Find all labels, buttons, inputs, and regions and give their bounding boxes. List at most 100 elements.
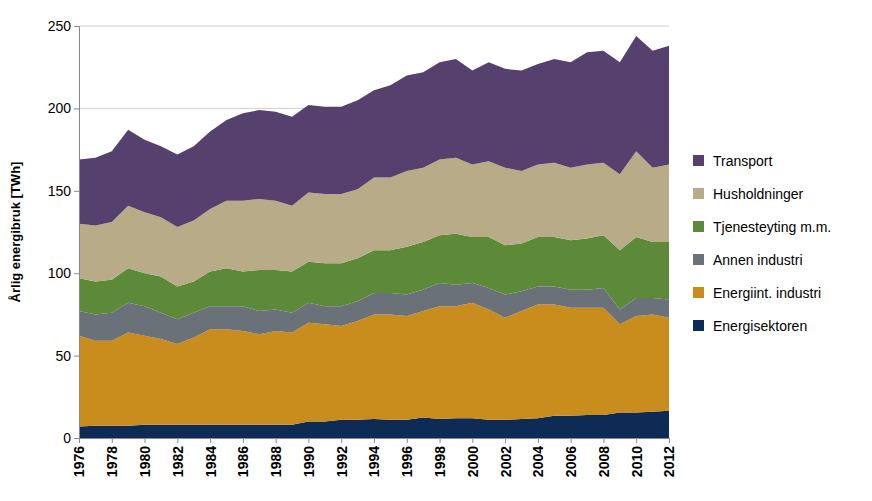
tick-mark xyxy=(571,438,572,443)
legend-item: Energiint. industri xyxy=(693,285,821,301)
tick-mark xyxy=(243,438,244,443)
tick-label: 1978 xyxy=(104,446,120,477)
axis-line xyxy=(74,27,80,439)
legend-label: Tjenesteyting m.m. xyxy=(713,219,831,235)
tick: 2002 xyxy=(498,438,514,477)
tick: 100 xyxy=(48,265,79,281)
tick-mark xyxy=(177,438,178,443)
tick-label: 1984 xyxy=(203,446,219,477)
legend-label: Energisektoren xyxy=(713,318,807,334)
tick-label: 0 xyxy=(63,430,71,446)
tick-label: 2008 xyxy=(596,446,612,477)
tick-mark xyxy=(440,438,441,443)
tick-mark xyxy=(603,438,604,443)
tick-label: 1998 xyxy=(432,446,448,477)
tick-label: 1992 xyxy=(334,446,350,477)
tick-label: 2012 xyxy=(661,446,677,477)
tick-mark xyxy=(276,438,277,443)
grid-line xyxy=(79,26,669,27)
tick: 2012 xyxy=(661,438,677,477)
tick-mark xyxy=(145,438,146,443)
legend-item: Annen industri xyxy=(693,252,803,268)
legend-label: Transport xyxy=(713,153,773,169)
tick-label: 2004 xyxy=(530,446,546,477)
legend-swatch xyxy=(693,155,704,166)
legend-item: Transport xyxy=(693,153,773,169)
legend-item: Energisektoren xyxy=(693,318,807,334)
tick-mark xyxy=(472,438,473,443)
tick-label: 200 xyxy=(48,100,72,116)
tick-label: 2006 xyxy=(563,446,579,477)
tick-mark xyxy=(74,438,79,439)
tick: 1992 xyxy=(334,438,350,477)
legend-label: Energiint. industri xyxy=(713,285,821,301)
axis-line xyxy=(80,439,670,444)
tick: 2004 xyxy=(530,438,546,477)
tick-label: 2002 xyxy=(498,446,514,477)
tick: 1978 xyxy=(104,438,120,477)
tick: 2006 xyxy=(563,438,579,477)
legend-item: Tjenesteyting m.m. xyxy=(693,219,831,235)
area xyxy=(79,36,669,227)
tick-label: 1996 xyxy=(399,446,415,477)
tick: 250 xyxy=(48,18,79,34)
areas xyxy=(79,36,669,438)
tick-label: 1988 xyxy=(268,446,284,477)
tick: 0 xyxy=(63,430,79,446)
tick: 1980 xyxy=(137,438,153,477)
x-axis: 1976 1978 1980 1982 1984 1986 1988 1990 1992 1994… xyxy=(71,438,677,477)
tick-label: 1976 xyxy=(71,446,87,477)
tick-label: 2010 xyxy=(629,446,645,477)
tick-mark xyxy=(308,438,309,443)
tick-mark xyxy=(538,438,539,443)
tick-mark xyxy=(636,438,637,443)
tick: 2008 xyxy=(596,438,612,477)
tick-label: 150 xyxy=(48,183,72,199)
legend-swatch xyxy=(693,320,704,331)
tick-label: 2000 xyxy=(465,446,481,477)
tick: 1984 xyxy=(203,438,219,477)
tick-mark xyxy=(74,191,79,192)
tick: 1986 xyxy=(235,438,251,477)
tick: 1988 xyxy=(268,438,284,477)
tick: 200 xyxy=(48,100,79,116)
tick-mark xyxy=(374,438,375,443)
tick-mark xyxy=(74,273,79,274)
tick-mark xyxy=(112,438,113,443)
legend-swatch xyxy=(693,221,704,232)
tick-label: 1982 xyxy=(170,446,186,477)
tick-mark xyxy=(505,438,506,443)
tick-mark xyxy=(74,26,79,27)
tick: 2010 xyxy=(629,438,645,477)
tick: 150 xyxy=(48,183,79,199)
chart: 0501001502002501976197819801982198419861… xyxy=(0,0,872,501)
tick-label: 1994 xyxy=(366,446,382,477)
legend: Transport Husholdninger Tjenesteyting m.m.… xyxy=(693,153,831,334)
tick: 1996 xyxy=(399,438,415,477)
tick: 2000 xyxy=(465,438,481,477)
tick: 50 xyxy=(55,348,79,364)
legend-label: Husholdninger xyxy=(713,186,804,202)
legend-swatch xyxy=(693,188,704,199)
tick-mark xyxy=(669,438,670,443)
legend-item: Husholdninger xyxy=(693,186,804,202)
legend-swatch xyxy=(693,254,704,265)
tick: 1994 xyxy=(366,438,382,477)
tick: 1976 xyxy=(71,438,87,477)
tick-label: 1990 xyxy=(301,446,317,477)
tick-mark xyxy=(341,438,342,443)
legend-swatch xyxy=(693,287,704,298)
tick: 1990 xyxy=(301,438,317,477)
axis-title: Årlig energibruk [TWh] xyxy=(8,162,23,303)
y-axis: 0 50 100 150 200 250 xyxy=(48,18,80,446)
tick-label: 1980 xyxy=(137,446,153,477)
tick-mark xyxy=(74,108,79,109)
tick-label: 250 xyxy=(48,18,72,34)
tick: 1998 xyxy=(432,438,448,477)
tick-mark xyxy=(74,356,79,357)
tick-label: 1986 xyxy=(235,446,251,477)
tick-label: 100 xyxy=(48,265,72,281)
tick-mark xyxy=(210,438,211,443)
grid xyxy=(79,26,669,438)
tick: 1982 xyxy=(170,438,186,477)
